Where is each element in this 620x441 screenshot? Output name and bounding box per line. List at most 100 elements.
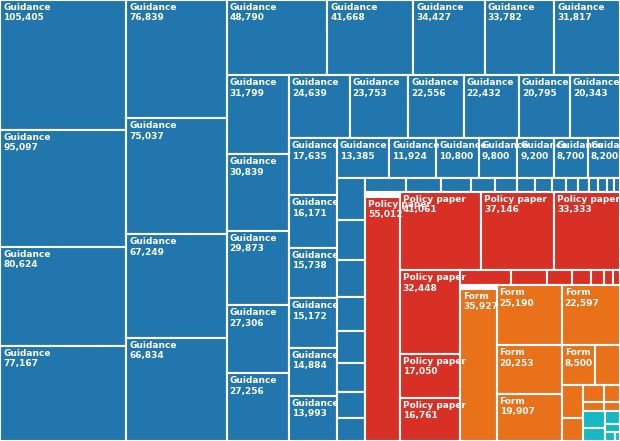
Text: Guidance
9,800: Guidance 9,800 (482, 141, 529, 161)
Bar (606, 433, 614, 441)
Text: Guidance
14,884: Guidance 14,884 (292, 351, 339, 370)
Text: Guidance
16,171: Guidance 16,171 (292, 198, 339, 217)
Bar (0, 0, 126, 130)
Bar (337, 418, 365, 441)
Bar (289, 75, 350, 138)
Bar (589, 178, 598, 191)
Bar (479, 138, 517, 178)
Text: Policy paper
55,012: Policy paper 55,012 (368, 200, 431, 219)
Bar (598, 178, 607, 191)
Bar (481, 191, 554, 270)
Text: Guidance
41,668: Guidance 41,668 (330, 3, 378, 22)
Bar (464, 75, 519, 138)
Bar (604, 385, 620, 402)
Text: Guidance
75,037: Guidance 75,037 (129, 122, 177, 141)
Bar (511, 270, 547, 285)
Text: Guidance
8,200: Guidance 8,200 (591, 141, 620, 161)
Text: Guidance
27,256: Guidance 27,256 (229, 376, 277, 396)
Bar (583, 411, 606, 429)
Text: Guidance
22,556: Guidance 22,556 (411, 78, 459, 97)
Text: Guidance
15,738: Guidance 15,738 (292, 250, 339, 270)
Text: Guidance
77,167: Guidance 77,167 (3, 349, 50, 368)
Bar (408, 75, 464, 138)
Text: Guidance
17,635: Guidance 17,635 (292, 141, 339, 161)
Bar (578, 178, 589, 191)
Bar (613, 270, 620, 285)
Bar (0, 130, 126, 247)
Bar (414, 0, 484, 75)
Text: Guidance
29,873: Guidance 29,873 (229, 234, 277, 253)
Bar (562, 418, 583, 441)
Bar (562, 285, 620, 345)
Text: Guidance
15,172: Guidance 15,172 (292, 302, 339, 321)
Text: Guidance
95,097: Guidance 95,097 (3, 133, 50, 152)
Text: Form
25,190: Form 25,190 (500, 288, 534, 308)
Bar (337, 297, 365, 332)
Text: Guidance
11,924: Guidance 11,924 (392, 141, 440, 161)
Bar (289, 299, 337, 348)
Bar (289, 195, 337, 247)
Text: Policy paper
33,333: Policy paper 33,333 (557, 194, 620, 214)
Bar (289, 247, 337, 299)
Bar (562, 385, 583, 418)
Text: Guidance
30,839: Guidance 30,839 (229, 157, 277, 176)
Bar (337, 138, 389, 178)
Text: Guidance
13,993: Guidance 13,993 (292, 399, 339, 418)
Bar (337, 332, 365, 363)
Bar (226, 231, 289, 305)
Text: Guidance
76,839: Guidance 76,839 (129, 3, 177, 22)
Bar (583, 402, 604, 411)
Bar (226, 75, 289, 154)
Bar (436, 138, 479, 178)
Bar (604, 270, 613, 285)
Bar (614, 178, 620, 191)
Text: Guidance
66,834: Guidance 66,834 (129, 341, 177, 360)
Bar (572, 270, 591, 285)
Text: Guidance
10,800: Guidance 10,800 (440, 141, 487, 161)
Text: Guidance
13,385: Guidance 13,385 (340, 141, 388, 161)
Text: Guidance
23,753: Guidance 23,753 (353, 78, 400, 97)
Bar (484, 0, 554, 75)
Bar (588, 138, 620, 178)
Text: Guidance
67,249: Guidance 67,249 (129, 237, 177, 257)
Bar (460, 288, 497, 441)
Bar (460, 270, 511, 285)
Bar (595, 345, 620, 385)
Text: Guidance
48,790: Guidance 48,790 (229, 3, 277, 22)
Bar (607, 178, 614, 191)
Bar (126, 0, 226, 119)
Bar (497, 345, 562, 394)
Bar (327, 0, 414, 75)
Text: Form
8,500: Form 8,500 (565, 348, 593, 368)
Bar (289, 396, 337, 441)
Text: Guidance
20,343: Guidance 20,343 (573, 78, 620, 97)
Bar (365, 194, 400, 195)
Bar (471, 178, 495, 191)
Text: Policy paper
16,761: Policy paper 16,761 (403, 401, 466, 420)
Bar (400, 270, 460, 354)
Bar (517, 138, 554, 178)
Bar (497, 285, 562, 345)
Bar (554, 191, 620, 270)
Text: Guidance
34,427: Guidance 34,427 (417, 3, 464, 22)
Bar (570, 75, 620, 138)
Bar (606, 424, 620, 433)
Text: Guidance
31,817: Guidance 31,817 (557, 3, 604, 22)
Text: Guidance
8,700: Guidance 8,700 (557, 141, 604, 161)
Bar (126, 234, 226, 338)
Bar (554, 0, 620, 75)
Text: Policy paper
32,448: Policy paper 32,448 (403, 273, 466, 292)
Bar (495, 178, 516, 191)
Text: Guidance
33,782: Guidance 33,782 (487, 3, 535, 22)
Bar (552, 178, 566, 191)
Bar (519, 75, 570, 138)
Text: Form
35,927: Form 35,927 (463, 292, 498, 311)
Text: Guidance
27,306: Guidance 27,306 (229, 308, 277, 328)
Bar (441, 178, 471, 191)
Text: Policy paper
37,146: Policy paper 37,146 (484, 194, 547, 214)
Bar (126, 119, 226, 234)
Bar (614, 433, 620, 441)
Bar (289, 138, 337, 195)
Bar (0, 247, 126, 346)
Text: Form
20,253: Form 20,253 (500, 348, 534, 368)
